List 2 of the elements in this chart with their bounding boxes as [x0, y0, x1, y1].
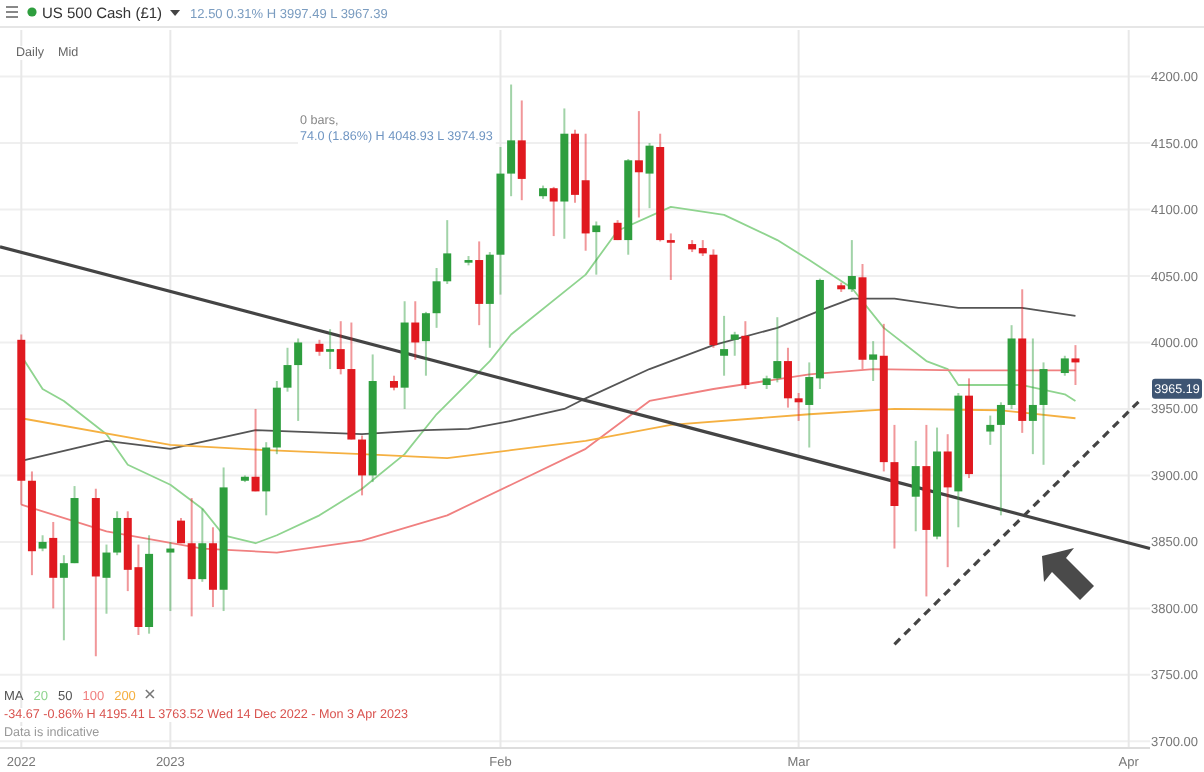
line-series	[20, 297, 1077, 462]
line-series	[20, 205, 1077, 545]
